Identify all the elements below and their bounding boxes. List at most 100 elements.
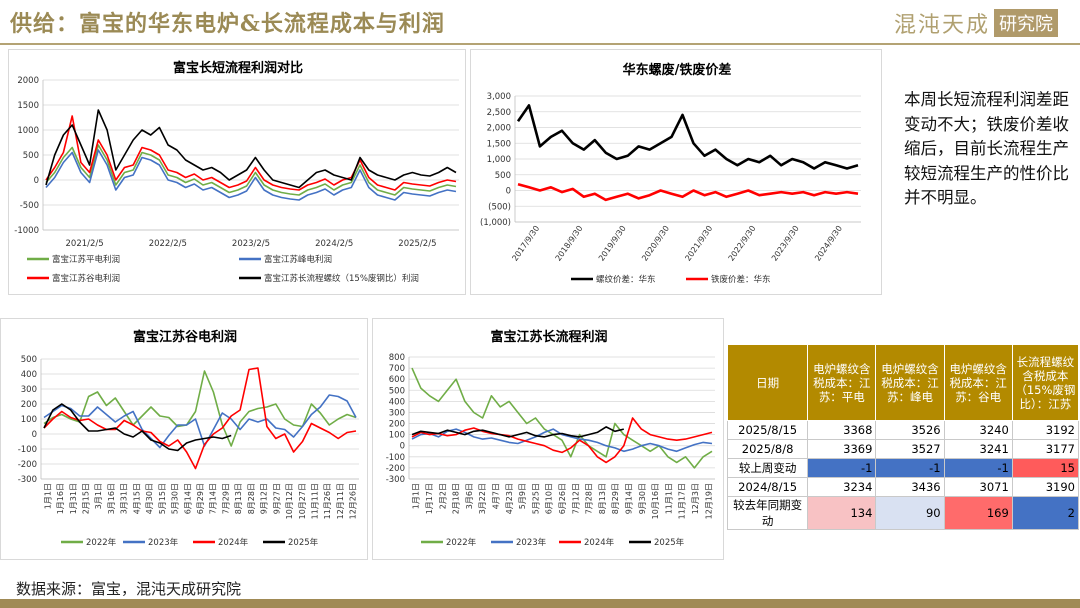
x-tick-label: 4月7日 xyxy=(491,483,500,509)
table-cell: 3234 xyxy=(807,477,877,497)
y-tick-label: 0 xyxy=(400,442,405,452)
y-tick-label: (1,000) xyxy=(480,218,511,228)
series-line xyxy=(411,426,624,438)
x-tick-label: 6月29日 xyxy=(196,483,205,514)
x-tick-label: 10月27日 xyxy=(298,483,307,519)
y-tick-label: -300 xyxy=(18,475,37,485)
table-cell: 3190 xyxy=(1011,477,1080,497)
table-cell: 3177 xyxy=(1011,439,1080,459)
table-cell: 3240 xyxy=(943,420,1013,440)
logo-box: 研究院 xyxy=(994,9,1058,37)
x-tick-label: 2024/2/5 xyxy=(315,239,353,249)
x-tick-label: 12月26日 xyxy=(349,483,358,519)
series-line xyxy=(411,417,713,464)
page-title: 供给：富宝的华东电炉&长流程成本与利润 xyxy=(10,11,445,37)
x-tick-label: 3月22日 xyxy=(478,483,487,514)
y-tick-label: -200 xyxy=(386,464,405,474)
chart-panel-valley-profit: 富宝江苏谷电利润 500 400 300 200 100 0 -100 -200 -300 1月1日… xyxy=(0,318,368,560)
x-tick-label: 7月12日 xyxy=(571,483,580,514)
y-tick-label: (500) xyxy=(488,202,511,212)
x-tick-label: 3月6日 xyxy=(465,483,474,509)
x-tick-label: 1月16日 xyxy=(56,483,65,514)
table-row: 较上周变动 -1 -1 -1 15 xyxy=(726,458,1080,478)
y-tick-label: 2,000 xyxy=(487,124,511,134)
x-tick-label: 12月11日 xyxy=(336,483,345,519)
table-cell: 3241 xyxy=(943,439,1013,459)
x-tick-label: 2023/2/5 xyxy=(232,239,270,249)
table-row: 2025/8/8 3369 3527 3241 3177 xyxy=(726,439,1080,459)
x-tick-label: 11月11日 xyxy=(310,483,319,519)
x-tick-label: 8月28日 xyxy=(247,483,256,514)
x-tick-label: 2022/2/5 xyxy=(149,239,187,249)
table-header: 日期 xyxy=(726,344,809,421)
chart-title: 富宝江苏长流程利润 xyxy=(490,329,607,345)
legend-label: 2025年 xyxy=(288,537,319,548)
x-tick-label: 2019/9/30 xyxy=(597,224,628,263)
x-tick-label: 1月17日 xyxy=(425,483,434,514)
x-tick-label: 5月15日 xyxy=(158,483,167,514)
x-tick-label: 2月2日 xyxy=(438,483,447,509)
chart-valley-profit: 富宝江苏谷电利润 500 400 300 200 100 0 -100 -200 -300 1月1日… xyxy=(18,329,359,548)
y-tick-label: 2,500 xyxy=(487,108,511,118)
y-tick-label: 100 xyxy=(21,415,37,425)
chart-panel-long-profit: 富宝江苏长流程利润 800 700 600 500 400 300 200 100 0 -100 -2… xyxy=(372,318,724,560)
footer-bar xyxy=(0,599,1080,608)
series-line xyxy=(45,149,457,201)
legend-label: 铁废价差：华东 xyxy=(711,274,771,285)
x-tick-label: 1月1日 xyxy=(412,483,421,509)
x-tick-label: 4月30日 xyxy=(145,483,154,514)
y-tick-label: 300 xyxy=(21,385,37,395)
y-tick-label: 1,000 xyxy=(487,155,511,165)
x-tick-label: 9月30日 xyxy=(638,483,647,514)
y-tick-label: 500 xyxy=(23,151,39,161)
table-cell: -1 xyxy=(943,458,1013,478)
x-tick-label: 7月29日 xyxy=(221,483,230,514)
y-tick-label: -500 xyxy=(20,201,39,211)
legend-label: 富宝江苏谷电利润 xyxy=(52,273,120,284)
y-tick-label: 300 xyxy=(389,408,405,418)
x-tick-label: 9月27日 xyxy=(272,483,281,514)
x-tick-label: 2021/9/30 xyxy=(683,224,714,263)
y-tick-label: 2000 xyxy=(17,76,39,86)
y-tick-label: 1500 xyxy=(17,101,39,111)
x-tick-label: 9月14日 xyxy=(625,483,634,514)
table-row: 2024/8/15 3234 3436 3071 3190 xyxy=(726,477,1080,497)
x-tick-label: 2月18日 xyxy=(452,483,461,514)
table-header: 电炉螺纹含税成本：江苏：峰电 xyxy=(875,344,945,421)
header-divider xyxy=(0,43,1080,45)
table-cell: 3527 xyxy=(875,439,945,459)
series-line xyxy=(45,109,457,189)
x-tick-label: 3月1日 xyxy=(94,483,103,509)
table-cell: 169 xyxy=(943,496,1013,530)
legend-label: 富宝江苏平电利润 xyxy=(52,254,120,265)
chart-panel-price-spread: 华东螺废/铁废价差 3,000 2,500 2,000 1,500 1,000 500 0 (5… xyxy=(470,49,882,295)
x-tick-label: 4月15日 xyxy=(132,483,141,514)
x-tick-label: 2023/9/30 xyxy=(770,224,801,263)
logo: 混沌天成 研究院 xyxy=(894,8,1058,38)
x-tick-label: 11月1日 xyxy=(664,483,673,514)
y-tick-label: 700 xyxy=(389,364,405,374)
table-row-label: 较上周变动 xyxy=(726,458,809,478)
table-cell: 2 xyxy=(1011,496,1080,530)
y-tick-label: 500 xyxy=(21,355,37,365)
x-tick-label: 1月31日 xyxy=(69,483,78,514)
x-tick-label: 3月31日 xyxy=(120,483,129,514)
y-tick-label: 100 xyxy=(389,431,405,441)
side-note: 本周长短流程利润差距变动不大；铁废价差收缩后，目前长流程生产较短流程生产的性价比… xyxy=(904,90,1069,207)
x-tick-label: 11月26日 xyxy=(323,483,332,519)
table-cell: -1 xyxy=(807,458,877,478)
series-line xyxy=(516,104,859,170)
y-tick-label: 600 xyxy=(389,375,405,385)
legend-label: 2024年 xyxy=(584,537,615,548)
x-tick-label: 2018/9/30 xyxy=(554,224,585,263)
x-tick-label: 2025/2/5 xyxy=(398,239,436,249)
y-tick-label: -1000 xyxy=(14,226,39,236)
table-cell: 134 xyxy=(807,496,877,530)
header: 供给：富宝的华东电炉&长流程成本与利润 混沌天成 研究院 xyxy=(0,0,1080,45)
series-line xyxy=(43,367,357,470)
series-line xyxy=(43,370,357,447)
table-row-label: 2025/8/15 xyxy=(726,420,809,440)
series-line xyxy=(411,367,713,469)
table-cell: -1 xyxy=(875,458,945,478)
